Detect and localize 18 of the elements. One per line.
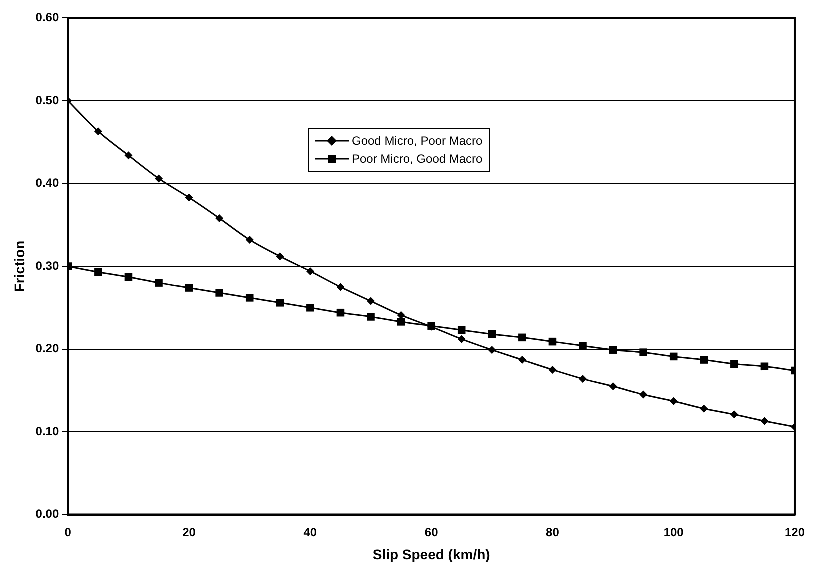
y-axis-title: Friction	[11, 240, 28, 292]
x-tick-label: 100	[664, 525, 684, 540]
legend-label: Poor Micro, Good Macro	[352, 152, 483, 166]
x-tick-label: 80	[546, 525, 560, 540]
y-tick-label: 0.50	[36, 93, 60, 108]
y-tick-label: 0.20	[36, 342, 60, 356]
x-tick-label: 40	[304, 525, 318, 540]
x-tick-label: 20	[182, 525, 196, 540]
x-axis-title: Slip Speed (km/h)	[372, 546, 490, 562]
y-tick-label: 0.40	[36, 176, 60, 190]
x-tick-label: 60	[424, 525, 439, 540]
x-tick-label: 0	[64, 525, 72, 540]
y-tick-label: 0.60	[36, 10, 60, 25]
legend-label: Good Micro, Poor Macro	[352, 134, 483, 148]
y-tick-label: 0.00	[36, 507, 60, 522]
y-tick-label: 0.10	[36, 424, 60, 438]
x-tick-label: 120	[784, 525, 806, 540]
y-tick-label: 0.30	[36, 258, 60, 273]
